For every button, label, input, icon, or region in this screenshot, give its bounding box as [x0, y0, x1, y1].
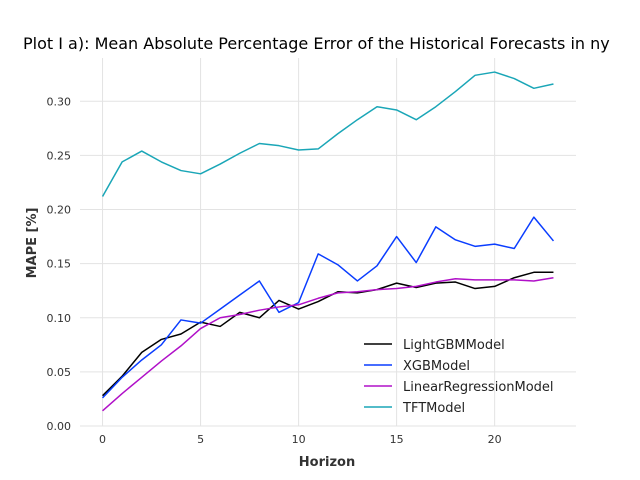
- series-line-xgbmodel: [102, 216, 555, 399]
- y-tick-label: 0.00: [47, 420, 72, 433]
- chart-title: Plot I a): Mean Absolute Percentage Erro…: [23, 34, 610, 53]
- x-tick-label: 5: [197, 433, 204, 446]
- y-tick-label: 0.20: [47, 204, 72, 217]
- y-tick-label: 0.30: [47, 95, 72, 108]
- x-tick-label: 0: [99, 433, 106, 446]
- legend: LightGBMModel XGBModel LinearRegressionMod…: [364, 338, 554, 416]
- x-tick-labels: 0 5 10 15 20: [99, 433, 502, 446]
- legend-label: XGBModel: [403, 359, 470, 374]
- x-axis-label: Horizon: [299, 455, 355, 470]
- y-axis-label: MAPE [%]: [25, 208, 40, 279]
- y-tick-label: 0.05: [47, 366, 72, 379]
- y-tick-label: 0.15: [47, 258, 72, 271]
- x-tick-label: 20: [488, 433, 502, 446]
- y-tick-label: 0.10: [47, 312, 72, 325]
- y-tick-labels: 0.00 0.05 0.10 0.15 0.20 0.25 0.30: [47, 95, 72, 433]
- series-line-linearregressionmodel: [102, 276, 554, 412]
- x-tick-label: 15: [390, 433, 404, 446]
- series-line-tftmodel: [101, 71, 554, 197]
- legend-label: TFTModel: [402, 401, 465, 416]
- legend-label: LightGBMModel: [403, 338, 505, 353]
- series-line-lightgbmmodel: [102, 271, 554, 397]
- grid-lines: [80, 58, 576, 427]
- series-lines: [101, 71, 555, 412]
- y-tick-label: 0.25: [47, 149, 72, 162]
- legend-label: LinearRegressionModel: [403, 380, 554, 395]
- x-tick-label: 10: [292, 433, 306, 446]
